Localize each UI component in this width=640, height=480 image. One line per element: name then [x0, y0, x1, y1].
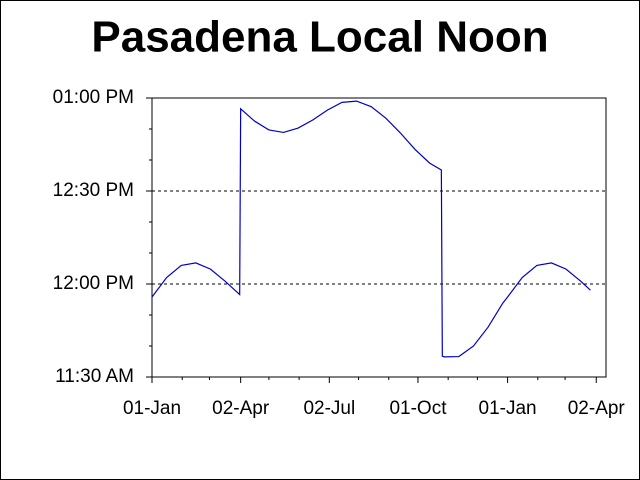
- x-tick-label: 02-Jul: [303, 398, 355, 419]
- y-tick-label: 12:30 PM: [53, 180, 134, 201]
- chart-title: Pasadena Local Noon: [91, 13, 548, 62]
- x-tick-label: 02-Apr: [568, 398, 626, 419]
- x-tick-label: 01-Jan: [123, 398, 181, 419]
- x-tick-label: 02-Apr: [212, 398, 270, 419]
- y-tick-label: 01:00 PM: [53, 87, 134, 108]
- x-tick-label: 01-Oct: [389, 398, 447, 419]
- data-line: [151, 100, 591, 358]
- x-tick-label: 01-Jan: [479, 398, 537, 419]
- plot-border: [151, 97, 607, 378]
- y-tick-label: 11:30 AM: [55, 366, 134, 387]
- y-tick-label: 12:00 PM: [53, 273, 134, 294]
